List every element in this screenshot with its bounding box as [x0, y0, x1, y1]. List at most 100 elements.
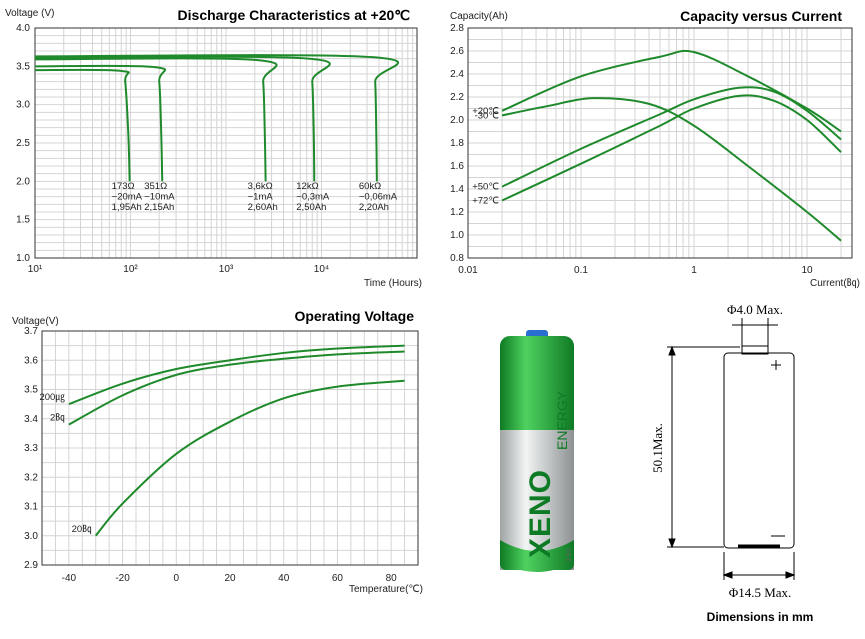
discharge-series-label: ~0,3mA — [296, 192, 330, 203]
capacity-series-line — [501, 49, 842, 133]
discharge-series-label: 1,95Ah — [112, 202, 142, 213]
operating-series-label: 2㏃ — [50, 413, 65, 424]
operating-xlabel: Temperature(℃) — [349, 584, 423, 595]
discharge-series-label: 3,6kΩ — [248, 181, 273, 192]
operating-ytick: 3.1 — [24, 502, 38, 513]
capacity-ytick: 2.8 — [450, 23, 464, 34]
capacity-series-line — [501, 94, 842, 202]
capacity-xtick: 1 — [691, 265, 697, 276]
capacity-xtick: 0.1 — [574, 265, 588, 276]
operating-plot-frame — [41, 330, 419, 566]
discharge-series-line — [34, 54, 400, 182]
discharge-xtick: 10⁴ — [314, 264, 329, 275]
capacity-plot-frame — [467, 27, 853, 259]
operating-xtick: 80 — [386, 573, 398, 584]
operating-voltage-chart: Operating Voltage Voltage(V) Temperature… — [0, 300, 430, 634]
discharge-series-label: 2,50Ah — [296, 202, 326, 213]
discharge-series-line — [34, 57, 278, 182]
capacity-ytick: 1.4 — [450, 184, 464, 195]
discharge-ytick: 3.5 — [16, 61, 30, 72]
capacity-ytick: 1.6 — [450, 161, 464, 172]
operating-series-line — [68, 350, 405, 426]
product-svg: XENO ENERGY 3.6V — [500, 302, 814, 624]
operating-xtick: 40 — [278, 573, 290, 584]
discharge-ytick: 1.5 — [16, 215, 30, 226]
capacity-ytick: 2.4 — [450, 69, 464, 80]
product-panel: XENO ENERGY 3.6V — [440, 300, 865, 634]
capacity-ytick: 1.8 — [450, 138, 464, 149]
capacity-ylabel: Capacity(Ah) — [450, 11, 508, 22]
capacity-grid — [467, 27, 852, 259]
capacity-chart: Capacity versus Current Capacity(Ah) Cur… — [440, 0, 865, 300]
discharge-ytick: 3.0 — [16, 100, 30, 111]
discharge-series-label: 173Ω — [112, 181, 135, 192]
discharge-series-label: ~1mA — [248, 192, 274, 203]
operating-ylabel: Voltage(V) — [12, 316, 59, 327]
discharge-series-label: 2,60Ah — [248, 202, 278, 213]
operating-xtick: 20 — [224, 573, 236, 584]
discharge-ytick: 4.0 — [16, 23, 30, 34]
operating-series-line — [68, 344, 405, 406]
operating-voltage-chart-svg: Operating Voltage Voltage(V) Temperature… — [12, 308, 423, 595]
operating-xtick: 60 — [332, 573, 344, 584]
battery-brand: XENO — [524, 469, 557, 558]
dimension-drawing — [667, 318, 796, 580]
operating-series-label: 20㏃ — [72, 524, 92, 535]
dim-height-label: 50.1Max. — [650, 423, 665, 473]
discharge-grid — [34, 27, 417, 259]
operating-ytick: 3.0 — [24, 531, 38, 542]
discharge-plot-frame — [34, 27, 418, 259]
discharge-xtick: 10² — [123, 264, 138, 275]
discharge-series-label: ~0,06mA — [359, 192, 398, 203]
discharge-series-label: 351Ω — [144, 181, 167, 192]
discharge-chart: Discharge Characteristics at +20℃ Voltag… — [0, 0, 430, 300]
capacity-xtick: 10 — [801, 265, 813, 276]
battery-voltage: 3.6V — [566, 547, 573, 562]
capacity-ytick: 1.2 — [450, 207, 464, 218]
operating-ytick: 3.3 — [24, 443, 38, 454]
discharge-chart-svg: Discharge Characteristics at +20℃ Voltag… — [5, 7, 422, 289]
discharge-ytick: 2.0 — [16, 176, 30, 187]
capacity-ytick: 2.0 — [450, 115, 464, 126]
operating-ytick: 3.6 — [24, 355, 38, 366]
operating-ytick: 3.2 — [24, 472, 38, 483]
dim-caption: Dimensions in mm — [707, 610, 814, 624]
capacity-series-line — [501, 86, 842, 188]
operating-xtick: 0 — [174, 573, 180, 584]
battery-sub: ENERGY — [554, 390, 570, 450]
discharge-series-label: ~10mA — [144, 192, 175, 203]
discharge-series-label: ~20mA — [112, 192, 143, 203]
capacity-ytick: 2.6 — [450, 46, 464, 57]
operating-xtick: -40 — [62, 573, 77, 584]
operating-ytick: 2.9 — [24, 560, 38, 571]
capacity-series-label: +50℃ — [472, 182, 499, 193]
capacity-chart-svg: Capacity versus Current Capacity(Ah) Cur… — [450, 8, 860, 289]
operating-xtick: -20 — [115, 573, 130, 584]
operating-ytick: 3.7 — [24, 326, 38, 337]
dim-bottom-label: Φ14.5 Max. — [729, 585, 792, 600]
capacity-xtick: 0.01 — [458, 265, 478, 276]
capacity-ytick: 0.8 — [450, 253, 464, 264]
discharge-ytick: 1.0 — [16, 253, 30, 264]
operating-grid — [41, 330, 419, 566]
capacity-ytick: 1.0 — [450, 230, 464, 241]
discharge-series-label: 12kΩ — [296, 181, 318, 192]
discharge-series-line — [34, 55, 331, 182]
discharge-series-label: 2,20Ah — [359, 202, 389, 213]
capacity-xlabel: Current(㏃) — [810, 278, 860, 289]
dim-top-label: Φ4.0 Max. — [727, 302, 783, 317]
operating-title: Operating Voltage — [294, 308, 414, 324]
operating-series-label: 200㎍ — [39, 392, 65, 403]
discharge-xtick: 10³ — [219, 264, 234, 275]
discharge-title: Discharge Characteristics at +20℃ — [178, 7, 411, 23]
operating-series-line — [94, 379, 405, 537]
operating-ytick: 3.4 — [24, 414, 38, 425]
capacity-series-label: -30℃ — [475, 110, 500, 121]
discharge-series-line — [34, 68, 131, 182]
operating-ytick: 3.5 — [24, 385, 38, 396]
discharge-ytick: 2.5 — [16, 138, 30, 149]
discharge-xlabel: Time (Hours) — [364, 278, 422, 289]
capacity-series-line — [501, 97, 842, 242]
discharge-series-label: 60kΩ — [359, 181, 381, 192]
battery-image: XENO ENERGY 3.6V — [500, 330, 574, 572]
